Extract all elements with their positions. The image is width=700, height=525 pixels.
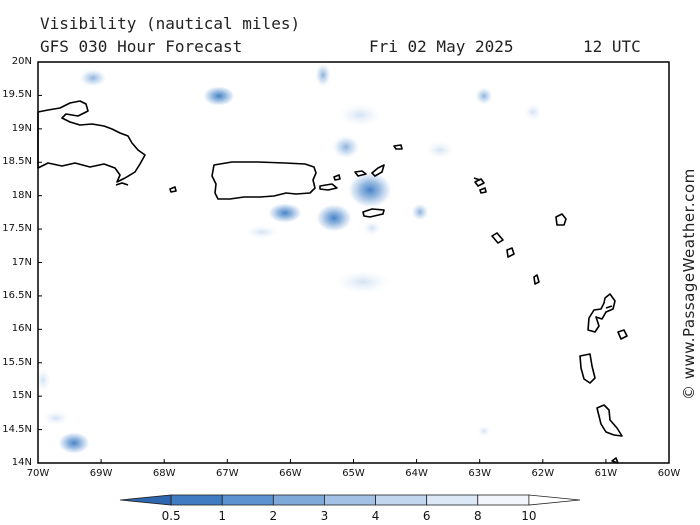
land-outlines xyxy=(37,100,628,464)
colorbar-segment xyxy=(170,494,223,506)
forecast-model: GFS 030 Hour Forecast xyxy=(40,37,243,56)
colorbar-segment xyxy=(272,494,325,506)
latitude-label: 17.5N xyxy=(2,223,32,235)
colorbar-label: 2 xyxy=(269,509,278,523)
anegada-outline xyxy=(393,144,403,150)
colorbar-label: 3 xyxy=(320,509,329,523)
hispaniola-cape xyxy=(115,182,129,186)
puerto-rico-outline xyxy=(211,161,317,200)
latitude-label: 19N xyxy=(11,122,32,134)
latitude-label: 15N xyxy=(11,390,32,402)
colorbar-label: 1 xyxy=(218,509,227,523)
st-kitts-outline xyxy=(491,232,504,244)
latitude-label: 18N xyxy=(11,189,32,201)
desirade-outline xyxy=(605,305,613,309)
longitude-label: 68W xyxy=(152,468,176,479)
saba-outline xyxy=(473,177,481,181)
st-lucia-outline xyxy=(611,457,619,464)
antigua-outline xyxy=(555,213,567,226)
culebra-outline xyxy=(319,183,338,191)
longitude-label: 63W xyxy=(468,468,491,479)
longitude-label: 70W xyxy=(26,468,50,479)
forecast-date: Fri 02 May 2025 xyxy=(369,37,514,56)
colorbar-label: 4 xyxy=(371,509,380,523)
colorbar-label: 10 xyxy=(521,509,537,523)
colorbar-label: 6 xyxy=(422,509,431,523)
dominica-outline xyxy=(579,353,596,384)
latitude-label: 20N xyxy=(11,56,32,67)
longitude-label: 67W xyxy=(215,468,239,479)
latitude-label: 18.5N xyxy=(2,156,32,168)
latitude-label: 17N xyxy=(11,256,32,268)
st-barts-outline xyxy=(479,187,487,194)
colorbar-segment xyxy=(324,494,376,506)
colorbar xyxy=(119,494,581,506)
marie-galante-outline xyxy=(617,329,628,340)
colorbar-segment xyxy=(426,494,479,506)
guadeloupe-outline xyxy=(587,293,616,333)
hispaniola-outline xyxy=(37,100,146,183)
vieques-outline xyxy=(333,174,341,181)
mona-island-outline xyxy=(169,186,177,193)
nevis-outline xyxy=(506,247,515,258)
longitude-label: 64W xyxy=(405,468,428,479)
colorbar-segment xyxy=(221,494,274,506)
latitude-label: 14.5N xyxy=(2,423,32,435)
axis-ticks xyxy=(37,61,670,464)
forecast-time: 12 UTC xyxy=(583,37,641,56)
latitude-label: 15.5N xyxy=(2,356,32,368)
longitude-label: 66W xyxy=(279,468,302,479)
longitude-label: 65W xyxy=(342,468,365,479)
montserrat-outline xyxy=(533,274,540,285)
longitude-label: 61W xyxy=(594,468,618,479)
longitude-label: 62W xyxy=(531,468,555,479)
martinique-outline xyxy=(596,404,623,437)
credit-text: © www.PassageWeather.com xyxy=(680,168,698,400)
latitude-label: 16.5N xyxy=(2,289,32,301)
chart-title: Visibility (nautical miles) xyxy=(40,14,301,33)
colorbar-segment xyxy=(119,494,172,506)
colorbar-segment xyxy=(477,494,530,506)
colorbar-segment xyxy=(528,494,581,506)
visibility-shading xyxy=(35,63,542,454)
st-croix-outline xyxy=(362,208,385,218)
latitude-label: 14N xyxy=(11,457,32,468)
tortola-outline xyxy=(371,164,385,177)
colorbar-label: 0.5 xyxy=(161,509,181,523)
longitude-label: 60W xyxy=(657,468,681,479)
st-thomas-outline xyxy=(354,170,367,177)
longitude-label: 69W xyxy=(89,468,113,479)
latitude-label: 19.5N xyxy=(2,89,32,101)
latitude-label: 16N xyxy=(11,323,32,335)
colorbar-segment xyxy=(375,494,428,506)
colorbar-label: 8 xyxy=(473,509,482,523)
